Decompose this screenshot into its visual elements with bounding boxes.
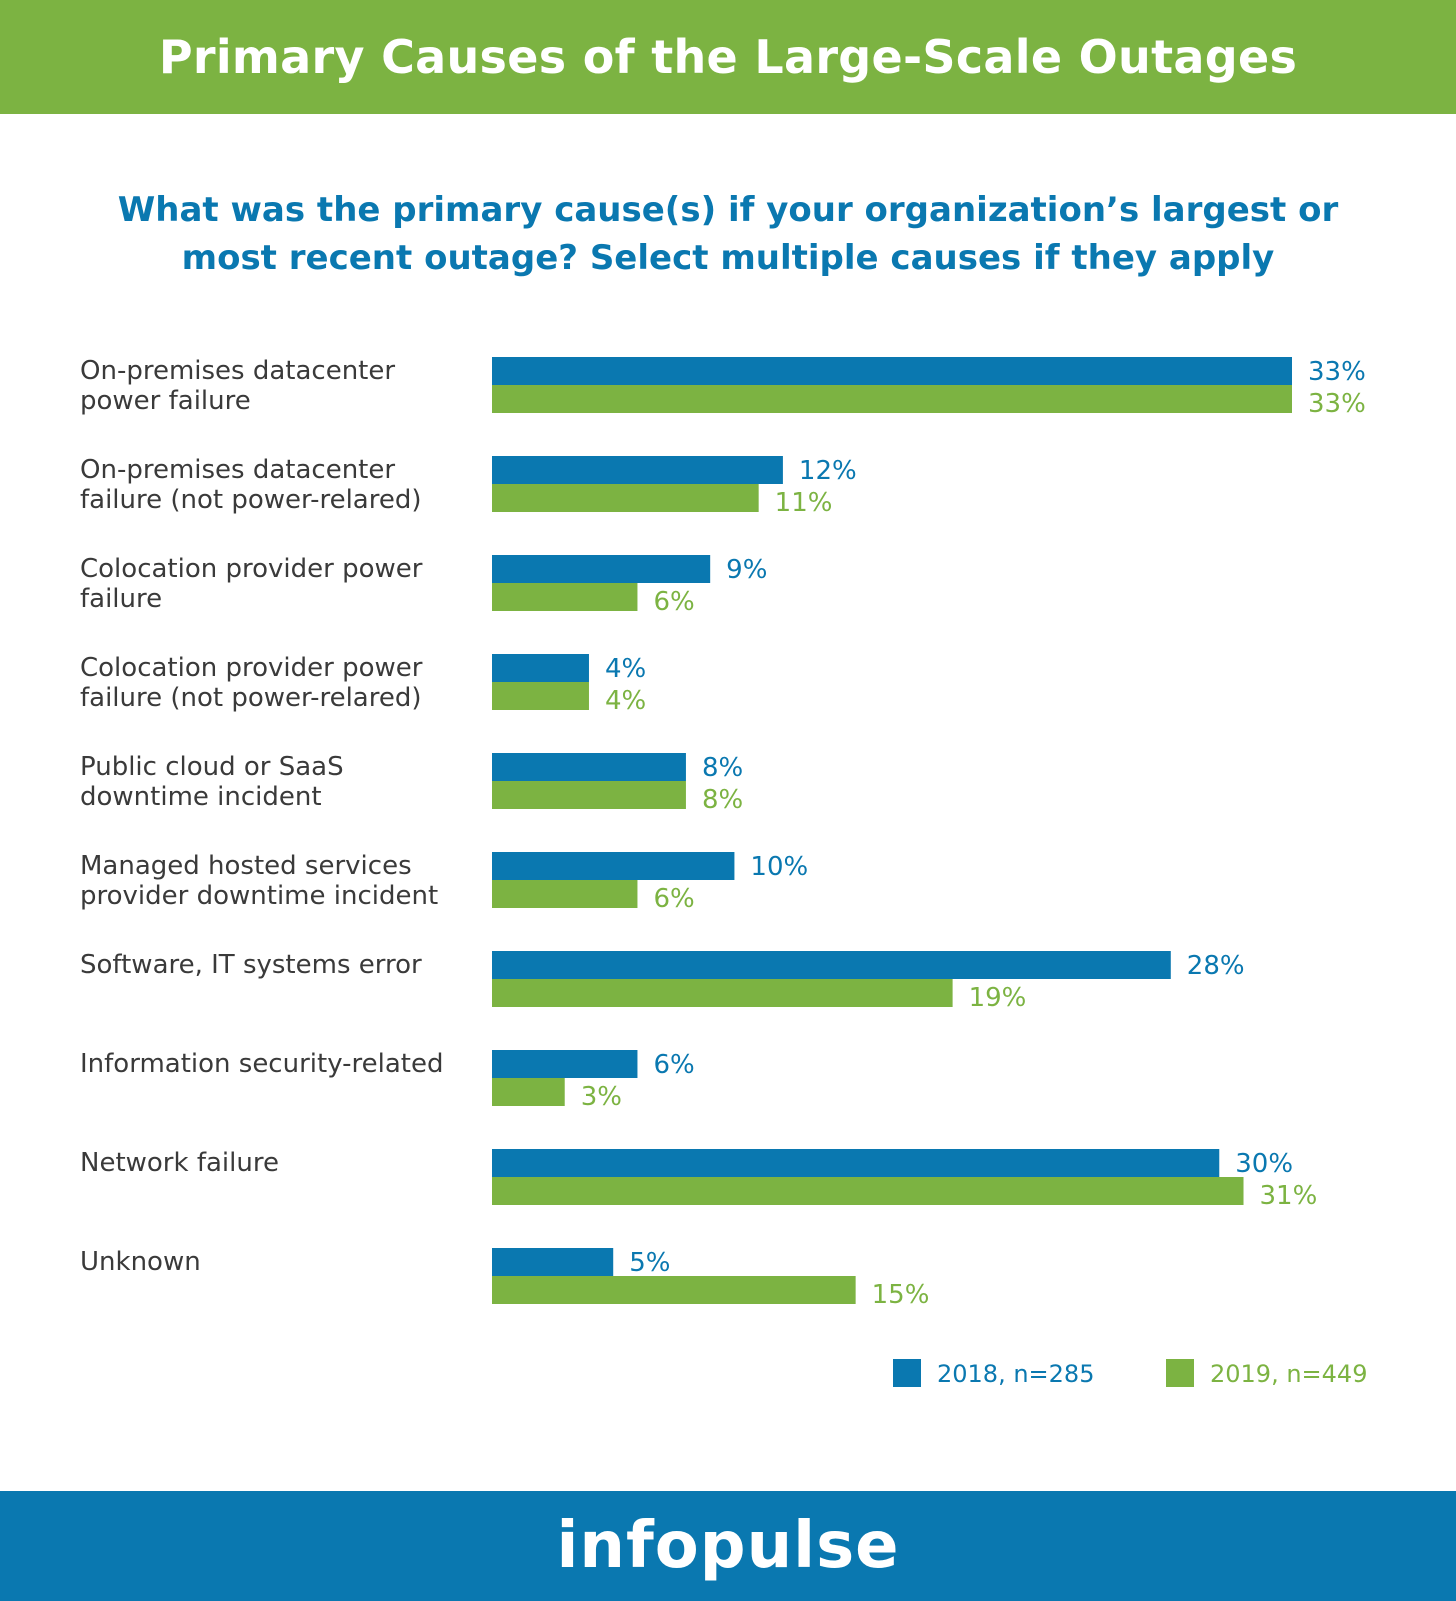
data-label: 3% (581, 1082, 622, 1112)
bar-2018 (492, 654, 589, 682)
bar-2019 (492, 979, 953, 1007)
data-label: 9% (726, 555, 767, 585)
category-label: On-premises datacenter failure (not power… (80, 455, 422, 515)
bar-2019 (492, 682, 589, 710)
category-label: Software, IT systems error (80, 950, 422, 980)
category-label: Colocation provider power failure (not po… (80, 653, 423, 713)
data-label: 4% (605, 654, 646, 684)
legend-label: 2019, n=449 (1210, 1360, 1367, 1388)
bar-chart: On-premises datacenter power failure 33%33… (80, 356, 1367, 1388)
bar-2018 (492, 1248, 614, 1276)
data-label: 4% (605, 686, 646, 716)
bar-2018 (492, 1149, 1220, 1177)
data-label: 31% (1260, 1181, 1318, 1211)
legend-swatch-2018 (893, 1359, 921, 1387)
data-label: 6% (653, 884, 694, 914)
category-label: Network failure (80, 1148, 279, 1178)
category-label: Managed hosted services provider downtime… (80, 851, 438, 911)
bar-2019 (492, 1177, 1244, 1205)
data-label: 6% (653, 587, 694, 617)
data-label: 33% (1308, 389, 1366, 419)
bar-2018 (492, 357, 1292, 385)
category-label: Public cloud or SaaS downtime incident (80, 752, 344, 812)
data-label: 28% (1187, 951, 1245, 981)
legend-swatch-2019 (1166, 1359, 1194, 1387)
bar-2018 (492, 456, 783, 484)
data-label: 8% (702, 753, 743, 783)
data-label: 10% (750, 852, 808, 882)
bar-2019 (492, 880, 638, 908)
data-label: 12% (799, 456, 857, 486)
bar-2018 (492, 555, 711, 583)
infopulse-logo: infopulse (556, 1509, 900, 1583)
bar-2019 (492, 385, 1292, 413)
data-label: 33% (1308, 357, 1366, 387)
data-label: 11% (775, 488, 833, 518)
chart-question: What was the primary cause(s) if your or… (117, 190, 1339, 278)
page-title: Primary Causes of the Large-Scale Outage… (158, 30, 1298, 84)
bar-2018 (492, 753, 686, 781)
bar-2018 (492, 852, 735, 880)
bar-2018 (492, 1050, 638, 1078)
bar-2019 (492, 781, 686, 809)
data-label: 15% (872, 1280, 930, 1310)
bar-2018 (492, 951, 1171, 979)
category-label: Information security-related (80, 1049, 443, 1079)
bar-2019 (492, 484, 759, 512)
data-label: 6% (653, 1050, 694, 1080)
data-label: 5% (629, 1248, 670, 1278)
data-label: 19% (969, 983, 1027, 1013)
footer-banner: infopulse (0, 1491, 1456, 1601)
bar-2019 (492, 1276, 856, 1304)
legend-label: 2018, n=285 (937, 1360, 1094, 1388)
data-label: 8% (702, 785, 743, 815)
bar-2019 (492, 1078, 565, 1106)
category-label: On-premises datacenter power failure (80, 356, 395, 416)
header-banner: Primary Causes of the Large-Scale Outage… (0, 0, 1456, 114)
category-label: Unknown (80, 1247, 201, 1277)
category-label: Colocation provider power failure (80, 554, 423, 614)
data-label: 30% (1235, 1149, 1293, 1179)
bar-2019 (492, 583, 638, 611)
